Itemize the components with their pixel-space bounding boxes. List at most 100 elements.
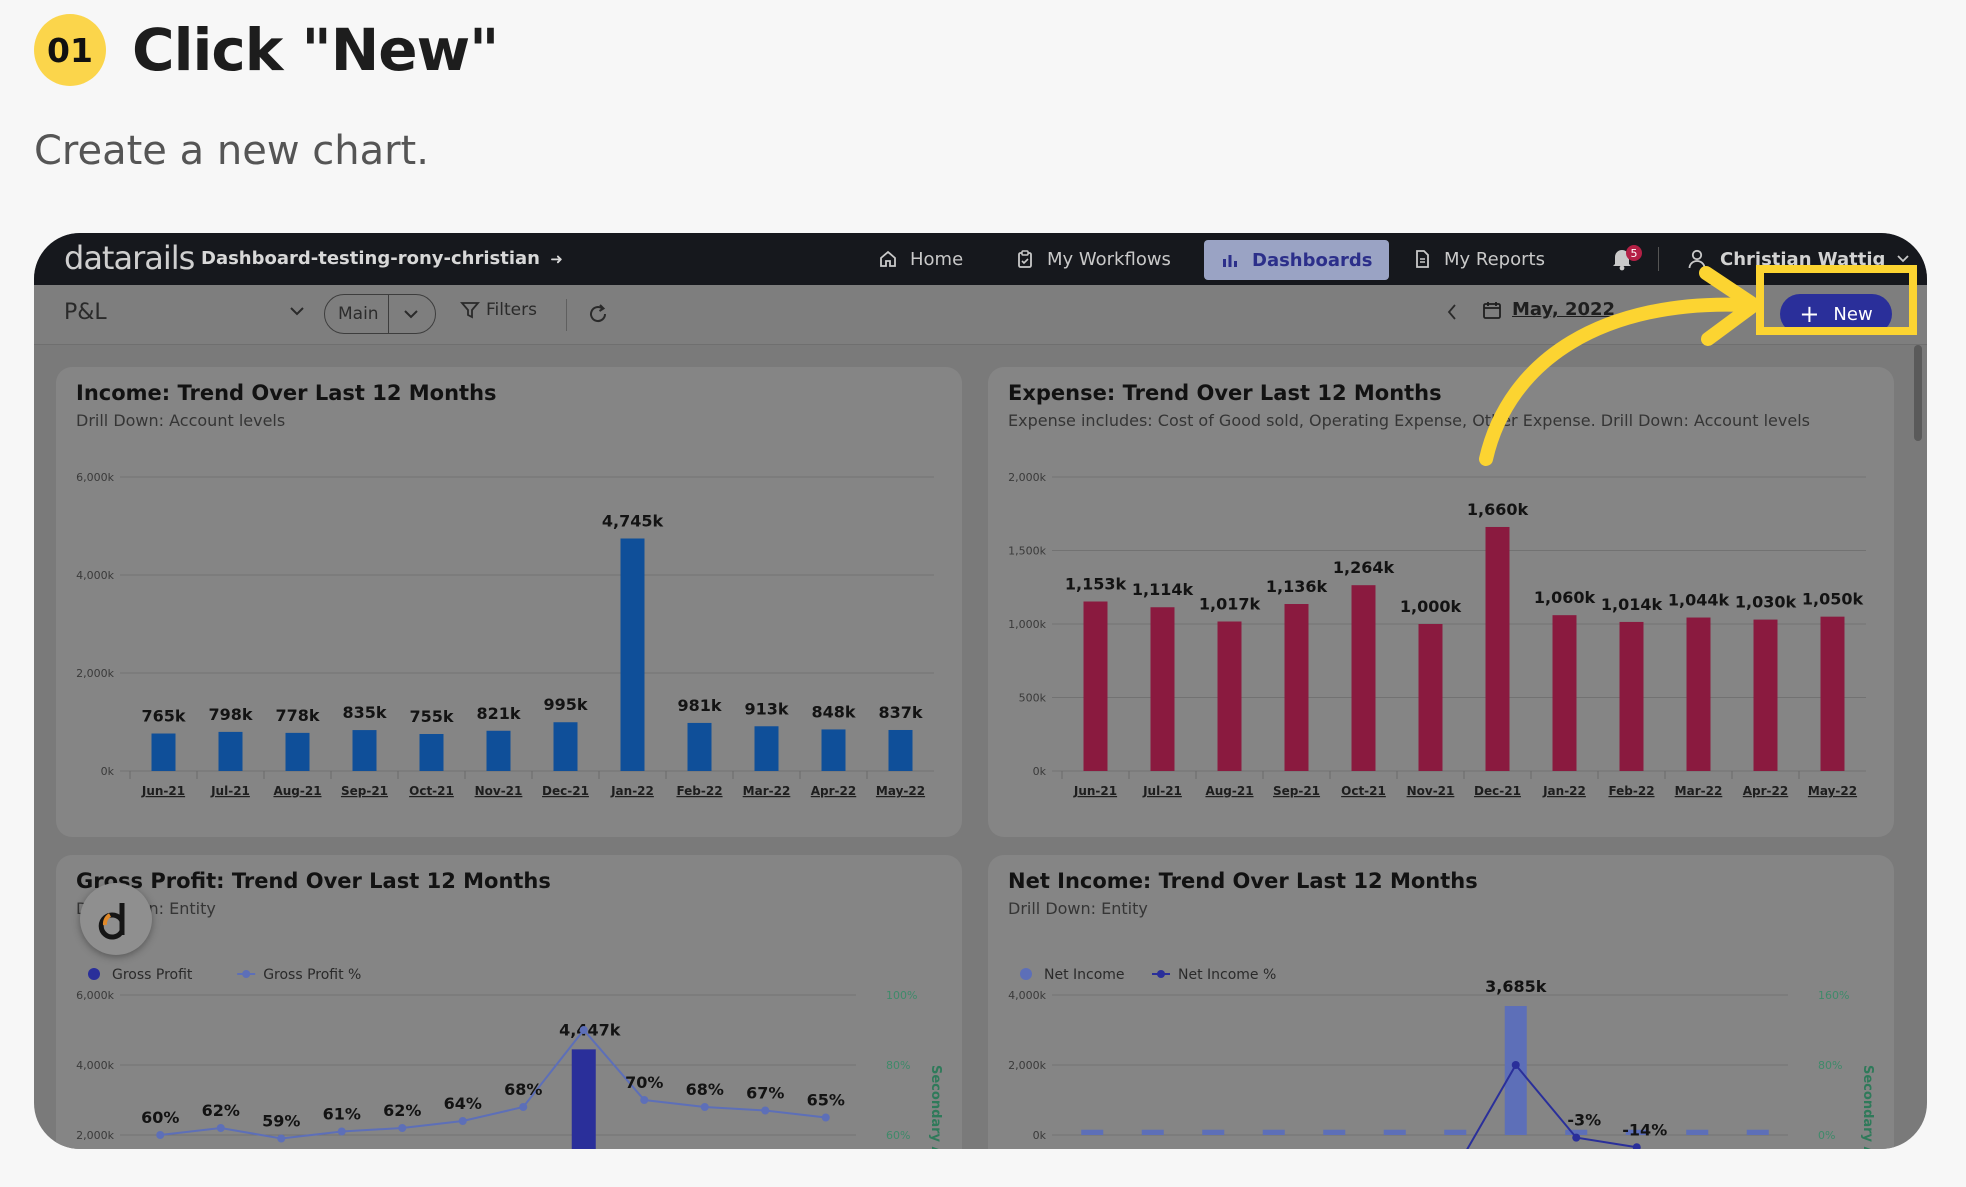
data-label: 821k (476, 704, 520, 723)
data-label: 995k (543, 695, 587, 714)
user-menu[interactable]: Christian Wattig (1688, 233, 1910, 285)
data-label: 4,447k (559, 1020, 621, 1039)
nav-my-reports[interactable]: My Reports (1412, 233, 1545, 285)
y-tick-label: 4,000k (76, 569, 114, 582)
refresh-icon[interactable] (587, 303, 609, 330)
bar (285, 732, 310, 771)
data-label: 1,000k (1400, 597, 1462, 616)
data-label: 3,685k (1485, 977, 1547, 996)
nav-home-label: Home (910, 248, 964, 270)
expense-trend-card[interactable]: Expense: Trend Over Last 12 Months Expen… (988, 367, 1894, 837)
line-point (398, 1124, 407, 1132)
x-tick-label: Nov-21 (475, 784, 523, 798)
gross-profit-trend-card[interactable]: Gross Profit: Trend Over Last 12 Months … (56, 855, 962, 1149)
page-scrollbar[interactable] (1914, 345, 1922, 441)
filters-button[interactable]: Filters (460, 300, 537, 320)
data-label: 68% (686, 1080, 724, 1099)
data-label: 1,050k (1802, 590, 1864, 609)
data-label: 65% (807, 1091, 845, 1110)
bar (151, 733, 176, 771)
card-title: Expense: Trend Over Last 12 Months (1008, 381, 1442, 405)
calendar-icon (1483, 301, 1501, 319)
legend-marker (88, 968, 100, 980)
bar (1625, 1129, 1648, 1135)
net-income-trend-card[interactable]: Net Income: Trend Over Last 12 Months Dr… (988, 855, 1894, 1149)
step-description: Create a new chart. (34, 128, 429, 174)
data-label: 1,264k (1333, 558, 1395, 577)
x-tick-label: Feb-22 (676, 784, 722, 798)
y2-tick-label: 0% (1818, 1129, 1835, 1142)
data-label: 778k (275, 706, 319, 725)
x-tick-label: Sep-21 (1273, 784, 1320, 798)
dashboard-name[interactable]: Dashboard-testing-rony-christian ➜ (201, 248, 563, 269)
x-tick-label: Jul-21 (1142, 784, 1182, 798)
data-label: 68% (504, 1080, 542, 1099)
nav-home[interactable]: Home (878, 233, 963, 285)
bar (1485, 526, 1510, 771)
plus-icon: + (1799, 300, 1820, 328)
bar (1262, 1129, 1285, 1135)
data-label: 62% (383, 1101, 421, 1120)
line-point (1572, 1133, 1581, 1142)
step-title: Click "New" (132, 16, 499, 84)
date-picker-label: May, 2022 (1512, 299, 1616, 320)
y-tick-label: 6,000k (76, 471, 114, 484)
bar (218, 731, 243, 771)
income-trend-card[interactable]: Income: Trend Over Last 12 Months Drill … (56, 367, 962, 837)
y2-tick-label: 60% (886, 1129, 910, 1142)
dashboard-select[interactable]: P&L (64, 300, 107, 325)
data-label: 765k (141, 707, 185, 726)
data-label: 913k (744, 699, 788, 718)
bar (1202, 1129, 1225, 1135)
y-tick-label: 2,000k (1008, 471, 1046, 484)
bar (620, 538, 645, 771)
y-tick-label: 0k (101, 765, 115, 778)
bar (821, 729, 846, 771)
data-label: 70% (625, 1073, 663, 1092)
step-number-badge: 01 (34, 14, 106, 86)
nav-my-reports-label: My Reports (1444, 248, 1545, 270)
bar (1083, 601, 1108, 771)
x-tick-label: Dec-21 (1474, 784, 1521, 798)
line-point (519, 1103, 528, 1111)
x-tick-label: Jun-21 (141, 784, 185, 798)
line-point (700, 1103, 709, 1111)
dashboard-select-chevron-icon[interactable] (289, 303, 305, 321)
income-bar-chart: 0k 2,000k 4,000k 6,000k 765k Jun-21 798k Jul-21… (76, 471, 934, 798)
brand-logo[interactable]: datarails (64, 239, 195, 277)
data-label: 848k (811, 702, 855, 721)
clipboard-icon (1015, 249, 1035, 269)
bar (486, 730, 511, 771)
bar (1753, 619, 1778, 771)
line-point (761, 1106, 770, 1115)
nav-my-workflows[interactable]: My Workflows (1015, 233, 1171, 285)
x-tick-label: Aug-21 (1205, 784, 1253, 798)
new-button-highlight (1756, 265, 1917, 335)
document-icon (1412, 249, 1432, 269)
y2-tick-label: 100% (886, 989, 917, 1002)
data-label: 1,044k (1668, 591, 1730, 610)
bar (1150, 607, 1175, 771)
view-chevron-icon[interactable] (403, 309, 419, 319)
filter-icon (460, 302, 480, 319)
x-tick-label: Aug-21 (273, 784, 321, 798)
view-selector[interactable]: Main (324, 294, 436, 334)
datarails-assistant-logo-icon[interactable] (80, 883, 152, 955)
bar (1820, 616, 1845, 771)
data-label: 62% (202, 1101, 240, 1120)
nav-dashboards[interactable]: Dashboards (1204, 240, 1389, 280)
bar (1217, 621, 1242, 771)
data-label: 1,060k (1534, 588, 1596, 607)
date-picker[interactable]: May, 2022 (1482, 299, 1615, 320)
data-label: 64% (444, 1094, 482, 1113)
previous-period-icon[interactable] (1446, 303, 1458, 326)
line-point (1632, 1143, 1641, 1149)
pointer-arrow-icon (1479, 266, 1761, 466)
bar (1418, 624, 1443, 771)
bar (1504, 1006, 1527, 1135)
card-title: Income: Trend Over Last 12 Months (76, 381, 497, 405)
y2-tick-label: 80% (886, 1059, 910, 1072)
x-tick-label: Mar-22 (1675, 784, 1723, 798)
y-tick-label: 1,000k (1008, 618, 1046, 631)
line-point (458, 1117, 467, 1125)
